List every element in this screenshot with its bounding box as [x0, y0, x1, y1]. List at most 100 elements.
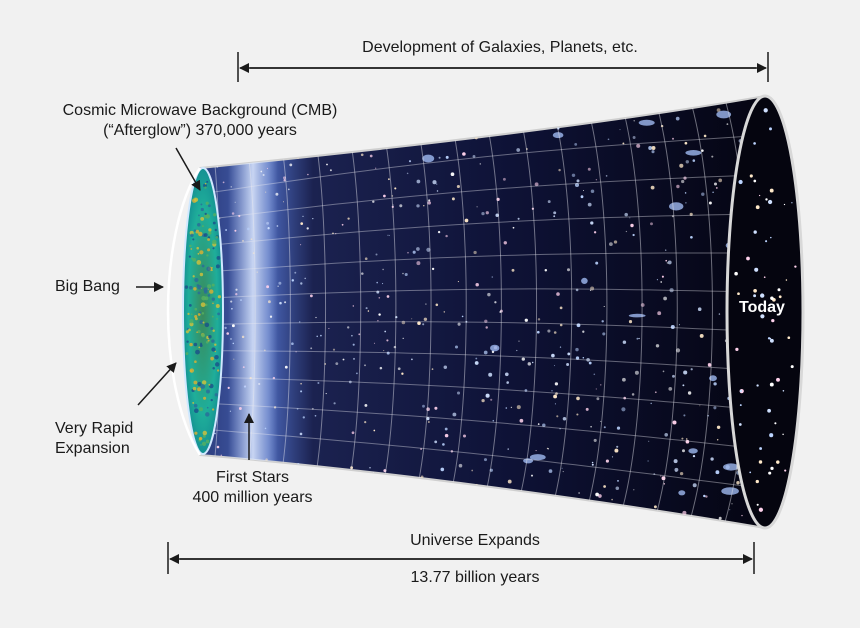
cmb-spot — [217, 312, 221, 316]
star — [614, 448, 619, 453]
star — [350, 466, 354, 470]
grid-rib — [282, 153, 291, 465]
star — [613, 240, 618, 244]
cmb-spot — [213, 213, 217, 217]
cmb-spot — [201, 333, 206, 338]
star — [502, 177, 506, 181]
star — [401, 372, 404, 375]
cmb-spot — [201, 380, 207, 385]
star — [558, 168, 561, 172]
star — [653, 505, 657, 509]
today-star — [754, 267, 759, 272]
star — [383, 350, 385, 352]
star — [302, 215, 304, 218]
star — [417, 321, 421, 325]
star — [710, 457, 714, 461]
star — [504, 372, 509, 377]
cmb-spot — [201, 264, 205, 268]
star — [335, 362, 339, 366]
star — [348, 380, 352, 384]
star — [411, 318, 413, 320]
star — [431, 368, 434, 370]
star — [376, 281, 378, 284]
today-star — [790, 365, 794, 369]
today-star — [753, 294, 757, 298]
star — [401, 320, 406, 325]
star — [352, 343, 355, 346]
cmb-spot — [187, 312, 190, 316]
grid-lines — [200, 96, 765, 528]
star — [422, 323, 425, 326]
star — [553, 215, 556, 218]
cmb-spot — [211, 315, 214, 318]
star — [458, 463, 463, 468]
star — [557, 127, 560, 130]
star — [485, 326, 488, 329]
star — [241, 335, 245, 339]
star — [428, 421, 430, 423]
cmb-spot — [186, 340, 189, 343]
cmb-spot — [205, 214, 211, 219]
star — [481, 211, 485, 216]
star — [542, 423, 546, 427]
cmb-spot — [200, 342, 203, 345]
cmb-spot — [214, 362, 220, 367]
star — [404, 272, 408, 277]
cmb-pointer-arrow — [175, 147, 201, 191]
today-star — [756, 384, 759, 387]
grid-line — [200, 428, 756, 488]
star — [351, 431, 355, 435]
star — [439, 132, 441, 134]
star — [227, 386, 230, 389]
cmb-spot — [188, 285, 193, 290]
star — [324, 363, 326, 365]
star — [575, 288, 579, 292]
star — [225, 229, 228, 231]
cmb-spot — [198, 346, 201, 349]
star — [679, 163, 684, 168]
cmb-spot — [217, 295, 222, 299]
star — [567, 352, 571, 356]
star — [667, 260, 672, 265]
cmb-spot — [192, 386, 197, 391]
star — [593, 373, 596, 376]
cmb-spot — [194, 360, 197, 364]
star — [683, 370, 688, 375]
today-star — [746, 256, 750, 261]
star — [630, 223, 634, 228]
star — [713, 182, 718, 186]
today-star — [767, 199, 773, 205]
star — [229, 410, 232, 412]
grid-line — [200, 252, 756, 273]
grid-line — [200, 135, 756, 195]
star — [420, 475, 424, 479]
star — [450, 172, 455, 177]
star — [605, 175, 608, 177]
star — [718, 313, 721, 315]
star — [708, 201, 712, 205]
star — [690, 368, 693, 371]
star — [576, 323, 581, 328]
today-star — [738, 423, 742, 426]
expanding-universe-funnel — [166, 94, 805, 530]
star — [479, 163, 482, 165]
star — [488, 372, 493, 377]
cmb-spot — [207, 248, 211, 252]
cmb-spot — [203, 183, 207, 188]
star — [683, 414, 686, 417]
star — [665, 259, 668, 262]
star — [574, 182, 580, 188]
star — [300, 390, 303, 393]
cmb-spot — [215, 304, 220, 308]
star — [283, 176, 286, 180]
star — [663, 483, 666, 485]
star — [517, 217, 520, 220]
star — [601, 320, 604, 323]
star — [607, 138, 610, 141]
today-star — [753, 142, 756, 145]
star — [300, 282, 303, 285]
star — [554, 382, 559, 386]
star — [358, 333, 361, 336]
cmb-spot — [197, 330, 201, 334]
star — [240, 299, 242, 302]
